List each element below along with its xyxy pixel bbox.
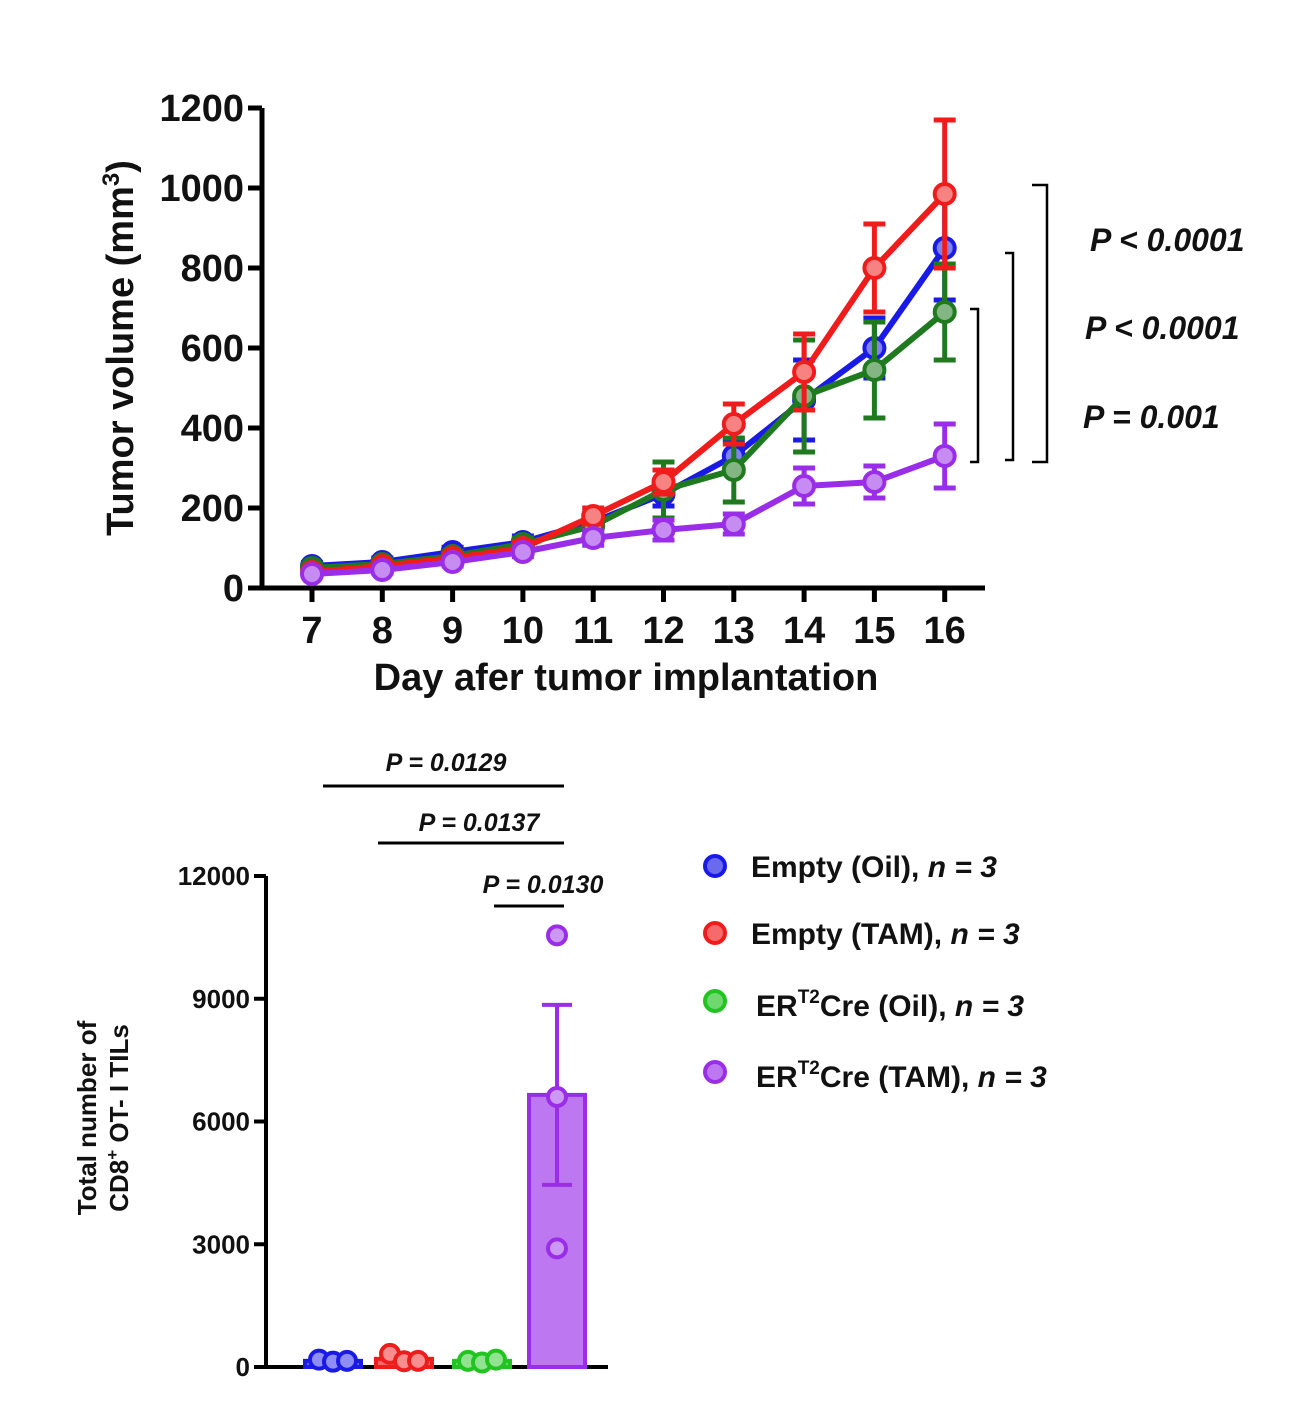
data-point (546, 1237, 568, 1260)
legend-marker (703, 921, 727, 945)
bar-group (452, 1348, 512, 1374)
x-tick-label: 15 (853, 610, 895, 652)
series (300, 117, 957, 584)
series (300, 261, 957, 580)
x-tick-label: 12 (642, 610, 684, 652)
data-point (792, 474, 817, 498)
legend-marker (703, 854, 727, 878)
y-tick-label: 1000 (159, 168, 244, 210)
data-point (721, 512, 746, 536)
x-tick-label: 14 (783, 610, 825, 652)
y-tick-label: 0 (223, 568, 244, 610)
data-point (336, 1349, 358, 1372)
data-point (300, 562, 324, 586)
data-point (546, 1085, 568, 1108)
data-point (407, 1349, 429, 1372)
y-tick-label: 1200 (159, 88, 244, 130)
significance-label: P < 0.0001 (1090, 222, 1245, 258)
data-point (721, 412, 746, 436)
legend-label: ERT2Cre (Oil), n = 3 (756, 987, 1024, 1023)
significance-label: P = 0.0137 (419, 809, 541, 837)
cd8-til-bar-chart: 0 3000 6000 9000 12000 Total number of CD8+ … (72, 749, 608, 1382)
x-tick-label: 10 (502, 610, 544, 652)
data-point (862, 358, 887, 382)
x-tick-label: 11 (573, 610, 613, 652)
series (300, 421, 957, 586)
data-point (370, 558, 395, 582)
data-point (932, 444, 957, 468)
y-tick-label: 0 (236, 1352, 250, 1382)
legend-marker (703, 989, 727, 1013)
x-tick-label: 16 (924, 610, 966, 652)
data-point (440, 550, 465, 574)
x-tick-label: 13 (713, 610, 755, 652)
legend: Empty (Oil), n = 3 Empty (TAM), n = 3 ER… (703, 851, 1047, 1094)
y-tick-label: 400 (181, 408, 244, 450)
y-tick-label: 9000 (192, 984, 250, 1014)
series-line (311, 191, 947, 575)
series-line (311, 246, 948, 569)
data-point (651, 518, 676, 542)
series-line (311, 309, 947, 571)
bar-group (303, 1348, 363, 1373)
data-point (932, 182, 957, 206)
significance-label: P = 0.0130 (483, 871, 604, 899)
x-tick-label: 7 (301, 610, 322, 652)
y-tick-label: 200 (181, 488, 244, 530)
significance-bracket (970, 183, 1049, 464)
y-tick-label: 6000 (192, 1107, 250, 1137)
data-point (510, 540, 535, 564)
significance-label: P = 0.0129 (386, 749, 507, 777)
significance-bar (323, 784, 564, 908)
bar-group (374, 1342, 434, 1373)
bottom-y-axis-title-line2: CD8+ OT- I TILs (103, 1024, 134, 1212)
data-point (581, 504, 606, 528)
data-point (485, 1348, 507, 1371)
y-tick-label: 12000 (178, 861, 250, 891)
data-point (862, 470, 887, 494)
legend-item: ERT2Cre (Oil), n = 3 (703, 987, 1024, 1023)
legend-item: ERT2Cre (TAM), n = 3 (703, 1058, 1047, 1094)
data-point (721, 458, 746, 482)
legend-marker (703, 1060, 727, 1084)
y-tick-label: 800 (181, 248, 244, 290)
legend-item: Empty (Oil), n = 3 (703, 851, 997, 884)
data-point (581, 526, 606, 550)
legend-label: Empty (Oil), n = 3 (751, 851, 997, 884)
y-tick-label: 3000 (192, 1229, 250, 1259)
x-tick-label: 9 (442, 610, 463, 652)
legend-item: Empty (TAM), n = 3 (703, 918, 1020, 951)
legend-label: Empty (TAM), n = 3 (751, 918, 1020, 951)
x-tick-label: 8 (372, 610, 393, 652)
bar-group (527, 924, 587, 1369)
significance-label: P = 0.001 (1083, 399, 1220, 435)
top-y-axis-title: Tumor volume (mm3) (98, 160, 142, 536)
data-point (651, 470, 676, 494)
data-point (862, 256, 887, 280)
series (300, 193, 957, 578)
significance-label: P < 0.0001 (1085, 310, 1240, 346)
legend-label: ERT2Cre (TAM), n = 3 (756, 1058, 1047, 1094)
top-x-axis-title: Day afer tumor implantation (374, 657, 879, 699)
data-point (546, 924, 568, 947)
data-point (932, 300, 957, 324)
bottom-y-axis-title-line1: Total number of (72, 1020, 102, 1215)
series-line (311, 453, 946, 577)
y-tick-label: 600 (181, 328, 244, 370)
data-point (792, 360, 817, 384)
